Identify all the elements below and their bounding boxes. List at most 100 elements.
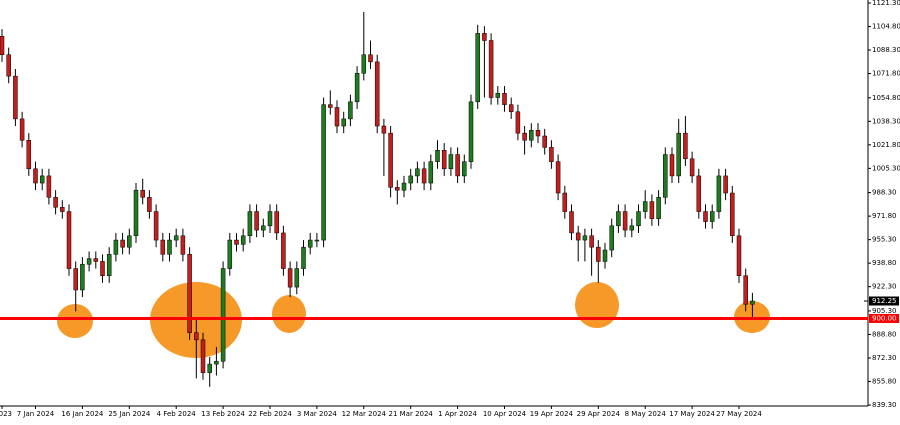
candle-body (220, 268, 226, 362)
candle-body (267, 211, 273, 227)
candle-body (153, 211, 159, 241)
candle-body (629, 225, 635, 231)
candle-body (428, 161, 434, 184)
candle-body (120, 239, 125, 248)
x-tick-label: 29 Apr 2024 (577, 410, 621, 418)
x-tick-label: 7 Jan 2024 (17, 410, 55, 418)
candle-body (709, 211, 715, 222)
candle-body (301, 246, 306, 269)
candle-body (555, 161, 561, 194)
candle-body (341, 118, 346, 127)
candle-body (415, 168, 420, 177)
candle-body (194, 332, 199, 341)
y-tick-label: 971.80 (872, 212, 897, 220)
x-tick-label: 21 Mar 2024 (389, 410, 434, 418)
candle-body (475, 33, 480, 103)
candle-body (368, 54, 373, 63)
candle-body (133, 189, 139, 237)
candle-body (622, 211, 628, 231)
x-tick-label: 4 Feb 2024 (157, 410, 197, 418)
candle-body (562, 192, 568, 212)
last-price-label: 912.25 (872, 297, 897, 305)
candle-body (730, 192, 735, 237)
candle-body (609, 225, 614, 251)
candle-body (80, 264, 85, 291)
candle-body (649, 201, 655, 219)
candle-body (703, 211, 708, 222)
candle-body (589, 235, 594, 248)
candle-body (93, 258, 99, 262)
y-tick-label: 1071.80 (872, 70, 900, 78)
candle-body (294, 268, 300, 288)
highlight (57, 304, 93, 338)
candle-body (321, 104, 326, 241)
y-tick-label: 1038.30 (872, 117, 900, 125)
candle-body (281, 232, 286, 269)
x-tick-label: 17 May 2024 (669, 410, 715, 418)
x-tick-label: 8 May 2024 (625, 410, 667, 418)
candle-body (287, 268, 293, 288)
x-tick-label: 12 Mar 2024 (342, 410, 387, 418)
candle-body (361, 54, 367, 74)
candle-body (207, 363, 212, 373)
candle-body (381, 125, 387, 134)
candle-body (307, 239, 313, 248)
y-tick-label: 1121.30 (872, 0, 900, 7)
highlight (272, 295, 306, 333)
candle-body (636, 211, 641, 227)
candle-body (240, 235, 246, 245)
candle-body (689, 158, 695, 177)
y-tick-label: 922.30 (872, 283, 897, 291)
candle-body (254, 211, 259, 231)
candle-body (147, 197, 152, 212)
candle-body (26, 140, 32, 170)
y-tick-label: 955.30 (872, 236, 897, 244)
candle-body (495, 92, 501, 98)
candle-body (86, 258, 92, 265)
candle-body (73, 268, 78, 291)
y-tick-label: 905.30 (872, 307, 897, 315)
candle-body (261, 225, 266, 231)
candle-body (535, 130, 541, 137)
candle-body (160, 239, 166, 255)
candle-body (408, 175, 413, 184)
candle-body (502, 92, 507, 105)
y-tick-label: 872.30 (872, 354, 897, 362)
candle-body (676, 132, 681, 177)
candle-body (441, 150, 447, 170)
candle-body (582, 235, 588, 241)
candle-body (53, 197, 58, 208)
x-tick-label: 27 May 2024 (716, 410, 762, 418)
candle-body (723, 175, 728, 194)
candle-body (19, 118, 25, 141)
y-tick-label: 1021.80 (872, 141, 900, 149)
candle-body (455, 154, 460, 177)
candle-body (683, 132, 688, 160)
candle-body (388, 132, 393, 188)
candle-body (569, 211, 574, 234)
x-tick-label: 10 Apr 2024 (483, 410, 527, 418)
level-label: 900.00 (872, 314, 897, 322)
candle-body (448, 154, 454, 170)
x-tick-label: 2023 (0, 410, 12, 418)
candle-body (716, 175, 722, 212)
candle-body (435, 150, 440, 162)
candle-body (214, 360, 219, 365)
candle-body (0, 35, 5, 55)
y-tick-label: 1088.30 (872, 46, 900, 54)
candle-body (247, 211, 253, 237)
candle-body (13, 75, 18, 120)
candle-body (6, 54, 11, 77)
candle-body (127, 235, 132, 248)
y-tick-label: 988.30 (872, 189, 897, 197)
candle-body (100, 261, 105, 276)
x-tick-label: 19 Apr 2024 (530, 410, 574, 418)
y-tick-label: 1104.80 (872, 23, 900, 31)
x-tick-label: 13 Feb 2024 (201, 410, 245, 418)
candle-body (33, 168, 38, 184)
candle-body (421, 168, 427, 184)
candle-body (462, 161, 467, 177)
x-tick-label: 16 Jan 2024 (61, 410, 104, 418)
candle-body (602, 249, 608, 262)
